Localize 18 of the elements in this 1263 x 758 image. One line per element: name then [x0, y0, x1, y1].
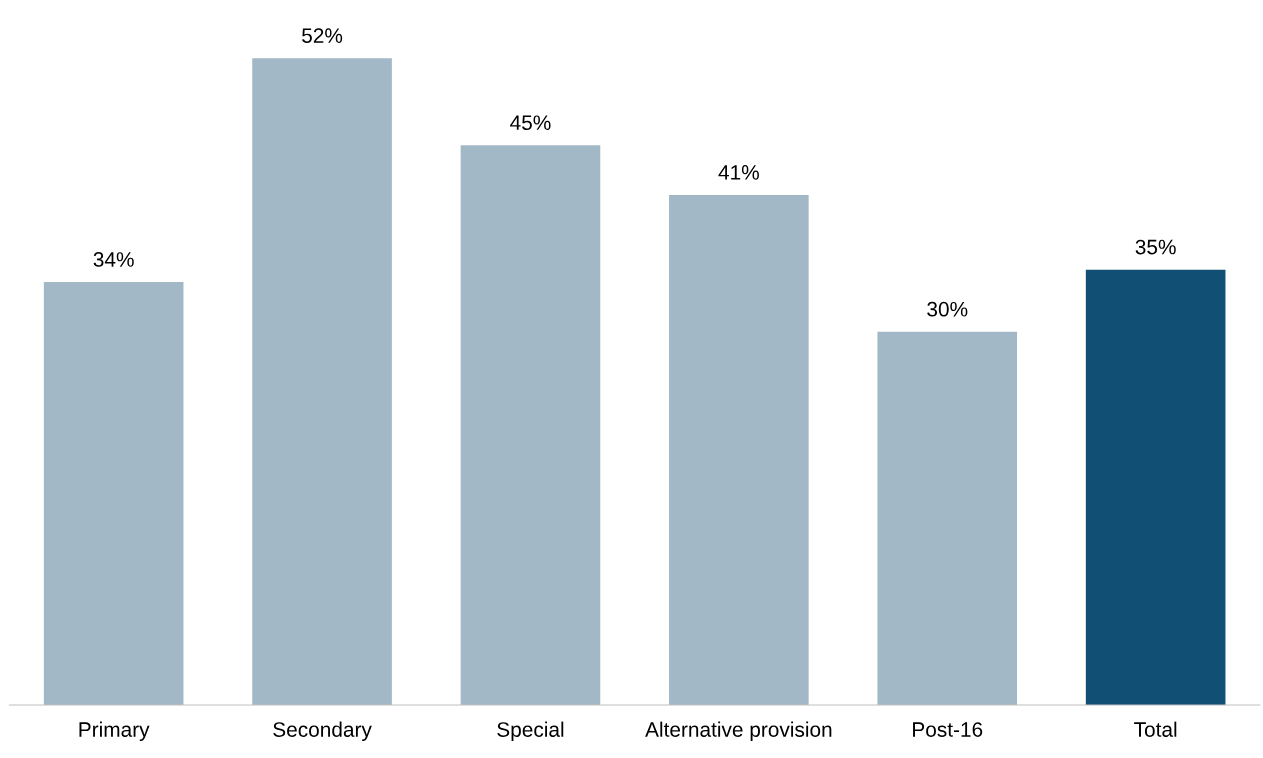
bar [1085, 269, 1226, 705]
x-tick-label: Secondary [273, 721, 372, 742]
x-tick-label: Special [497, 721, 564, 742]
x-tick-label: Total [1134, 721, 1177, 737]
x-tick-label: Alternative provision [645, 721, 832, 742]
data-label: 35% [1135, 239, 1176, 255]
x-tick-label: Post-16 [913, 722, 983, 737]
data-label: 30% [927, 301, 968, 317]
data-label: 34% [93, 252, 134, 267]
bar [877, 331, 1018, 705]
bar [43, 282, 184, 705]
bar [669, 195, 809, 705]
data-label: 52% [302, 28, 343, 43]
bar [252, 58, 392, 705]
x-tick-label: Primary [79, 721, 150, 742]
data-label: 41% [718, 165, 759, 180]
bar [460, 145, 601, 705]
data-label: 45% [510, 115, 551, 131]
